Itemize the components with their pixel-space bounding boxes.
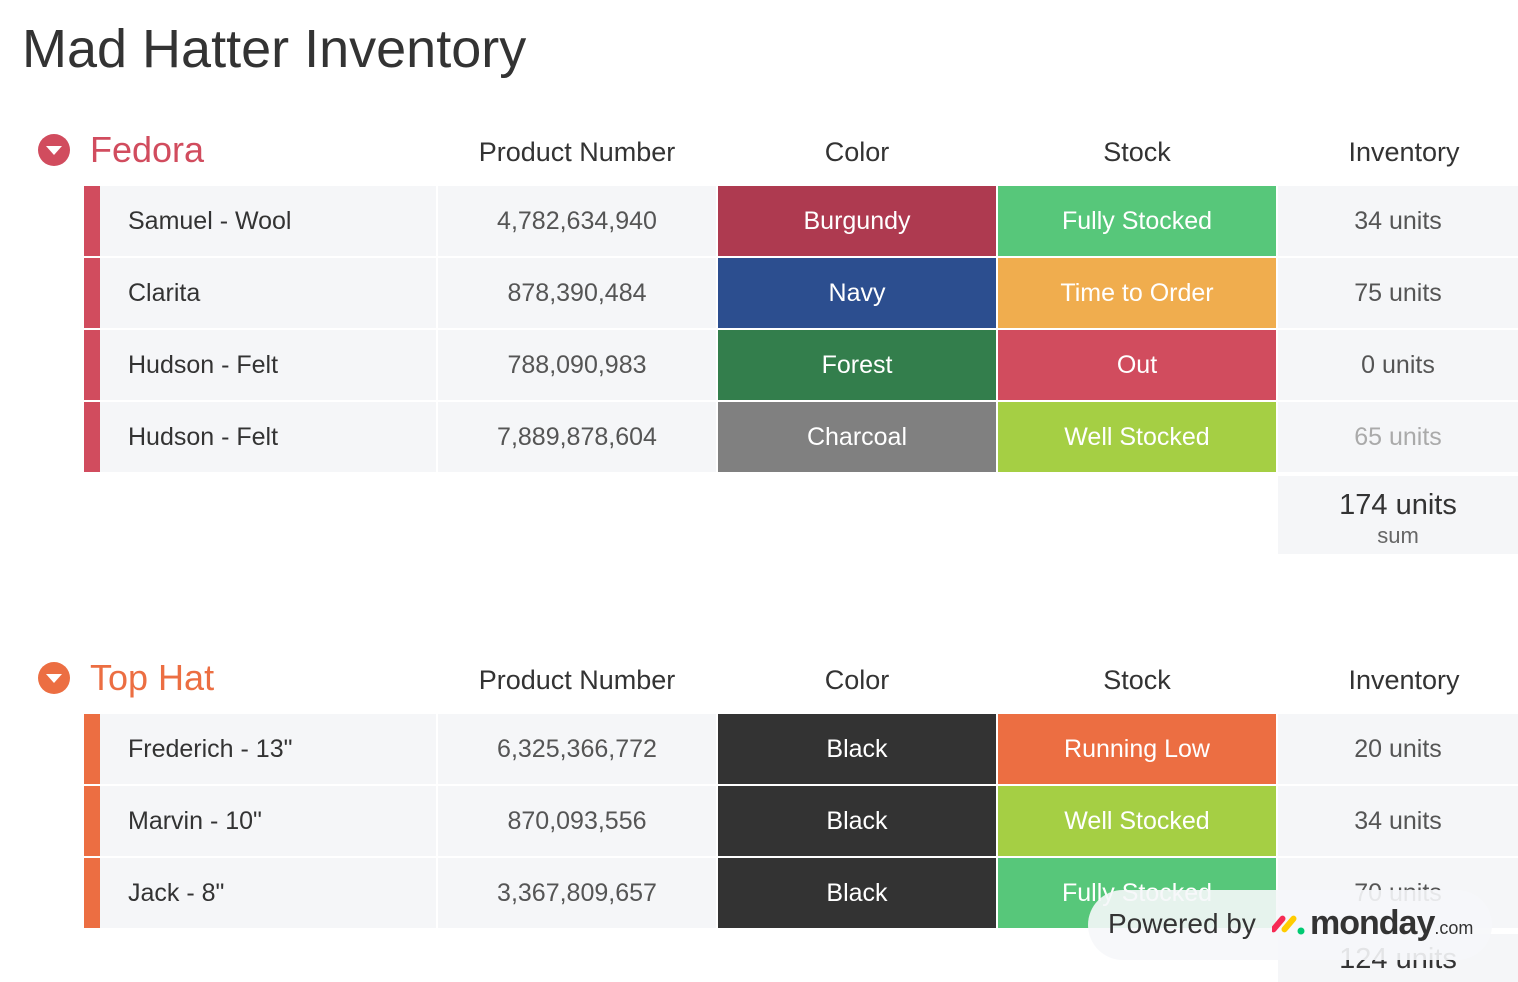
row-color-bar (84, 786, 100, 856)
table-row[interactable]: Hudson - Felt 7,889,878,604 Charcoal Wel… (84, 402, 1518, 472)
item-name-cell[interactable]: Marvin - 10" (100, 786, 436, 856)
color-status-cell[interactable]: Black (718, 858, 996, 928)
inventory-cell[interactable]: 0 units (1278, 330, 1518, 400)
monday-logo-icon (1272, 915, 1305, 935)
product-number-cell[interactable]: 3,367,809,657 (438, 858, 716, 928)
column-header-product-number[interactable]: Product Number (478, 665, 676, 695)
row-color-bar (84, 714, 100, 784)
inventory-cell[interactable]: 20 units (1278, 714, 1518, 784)
product-number-cell[interactable]: 7,889,878,604 (438, 402, 716, 472)
stock-status-cell[interactable]: Well Stocked (998, 786, 1276, 856)
table-row[interactable]: Hudson - Felt 788,090,983 Forest Out 0 u… (84, 330, 1518, 400)
item-name-cell[interactable]: Hudson - Felt (100, 402, 436, 472)
color-status-cell[interactable]: Black (718, 786, 996, 856)
group-header: Top Hat Product Number Color Stock Inven… (0, 648, 1518, 708)
group-header: Fedora Product Number Color Stock Invent… (0, 120, 1518, 180)
column-header-stock[interactable]: Stock (1103, 137, 1171, 167)
item-name-cell[interactable]: Frederich - 13" (100, 714, 436, 784)
product-number-cell[interactable]: 4,782,634,940 (438, 186, 716, 256)
stock-status-cell[interactable]: Well Stocked (998, 402, 1276, 472)
page-title: Mad Hatter Inventory (22, 19, 527, 79)
item-name-cell[interactable]: Clarita (100, 258, 436, 328)
color-status-cell[interactable]: Burgundy (718, 186, 996, 256)
column-header-inventory[interactable]: Inventory (1348, 137, 1460, 167)
row-color-bar (84, 186, 100, 256)
table-row[interactable]: Marvin - 10" 870,093,556 Black Well Stoc… (84, 786, 1518, 856)
color-status-cell[interactable]: Charcoal (718, 402, 996, 472)
stock-status-cell[interactable]: Running Low (998, 714, 1276, 784)
chevron-down-icon[interactable] (38, 134, 70, 166)
sum-label: sum (1377, 523, 1419, 548)
group-title[interactable]: Top Hat (90, 657, 215, 698)
group-rows: Samuel - Wool 4,782,634,940 Burgundy Ful… (84, 186, 1518, 474)
inventory-sum: 174 units sum (1278, 476, 1518, 554)
brand-name: monday.com (1310, 890, 1473, 961)
table-row[interactable]: Samuel - Wool 4,782,634,940 Burgundy Ful… (84, 186, 1518, 256)
column-header-color[interactable]: Color (824, 137, 890, 167)
inventory-cell[interactable]: 34 units (1278, 186, 1518, 256)
stock-status-cell[interactable]: Fully Stocked (998, 186, 1276, 256)
row-color-bar (84, 258, 100, 328)
inventory-cell[interactable]: 75 units (1278, 258, 1518, 328)
powered-by-badge[interactable]: Powered by monday.com (1088, 890, 1492, 960)
group-fedora: Fedora Product Number Color Stock Invent… (0, 120, 1518, 560)
row-color-bar (84, 858, 100, 928)
item-name-cell[interactable]: Hudson - Felt (100, 330, 436, 400)
product-number-cell[interactable]: 788,090,983 (438, 330, 716, 400)
column-header-inventory[interactable]: Inventory (1348, 665, 1460, 695)
column-header-product-number[interactable]: Product Number (478, 137, 676, 167)
brand-tld: .com (1434, 918, 1474, 938)
sum-value: 174 units (1339, 489, 1457, 521)
product-number-cell[interactable]: 870,093,556 (438, 786, 716, 856)
brand-wordmark: monday (1310, 904, 1435, 942)
color-status-cell[interactable]: Navy (718, 258, 996, 328)
item-name-cell[interactable]: Samuel - Wool (100, 186, 436, 256)
stock-status-cell[interactable]: Out (998, 330, 1276, 400)
color-status-cell[interactable]: Black (718, 714, 996, 784)
item-name-cell[interactable]: Jack - 8" (100, 858, 436, 928)
column-header-stock[interactable]: Stock (1103, 665, 1171, 695)
product-number-cell[interactable]: 878,390,484 (438, 258, 716, 328)
table-row[interactable]: Frederich - 13" 6,325,366,772 Black Runn… (84, 714, 1518, 784)
group-title[interactable]: Fedora (90, 129, 205, 170)
row-color-bar (84, 402, 100, 472)
color-status-cell[interactable]: Forest (718, 330, 996, 400)
row-color-bar (84, 330, 100, 400)
table-row[interactable]: Clarita 878,390,484 Navy Time to Order 7… (84, 258, 1518, 328)
column-header-color[interactable]: Color (824, 665, 890, 695)
chevron-down-icon[interactable] (38, 662, 70, 694)
powered-by-label: Powered by (1108, 908, 1256, 939)
inventory-cell[interactable]: 34 units (1278, 786, 1518, 856)
product-number-cell[interactable]: 6,325,366,772 (438, 714, 716, 784)
stock-status-cell[interactable]: Time to Order (998, 258, 1276, 328)
inventory-cell[interactable]: 65 units (1278, 402, 1518, 472)
